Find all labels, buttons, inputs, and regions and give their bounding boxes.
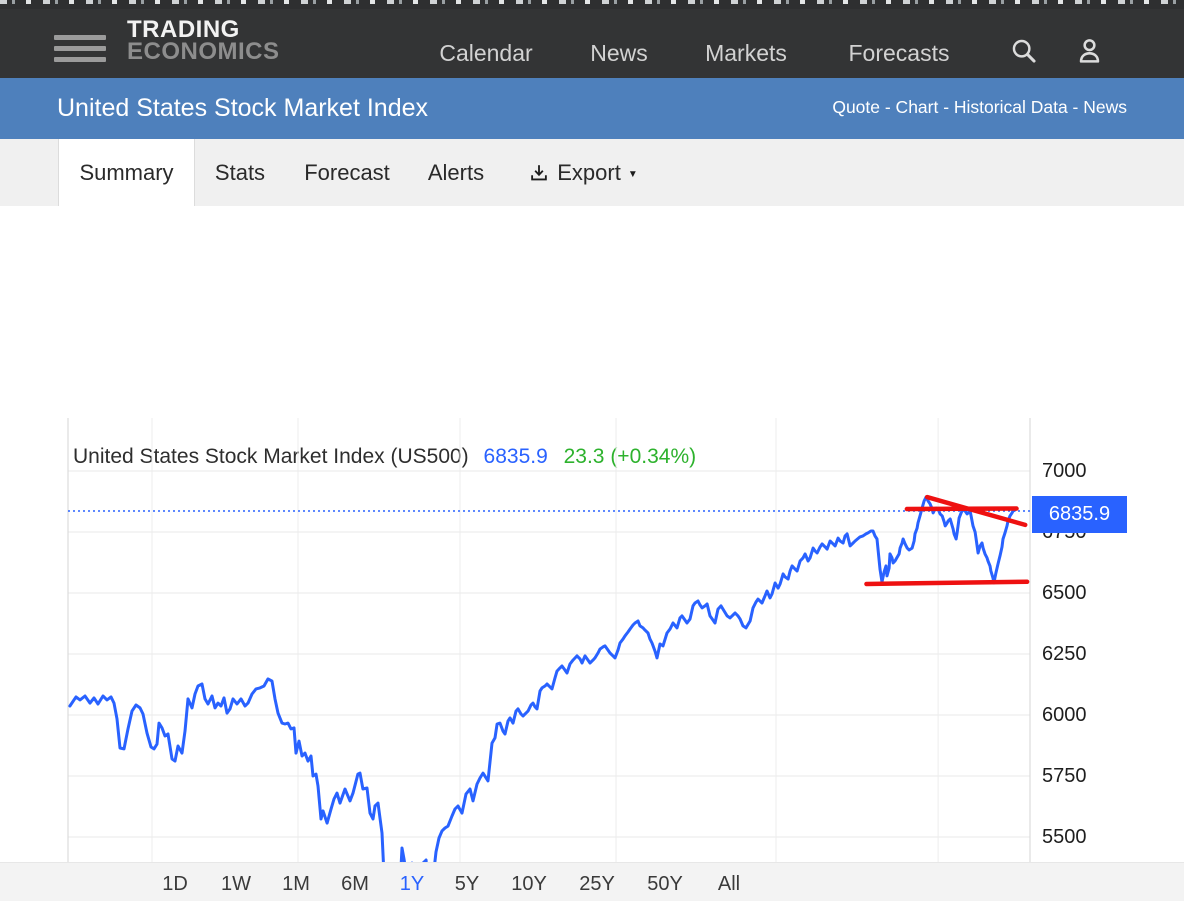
brand-line1: TRADING [127,16,240,43]
range-button-all[interactable]: All [717,873,741,895]
y-axis-label: 6250 [1042,642,1087,665]
range-button-1d[interactable]: 1D [162,873,188,895]
chart-title-label: United States Stock Market Index (US500) [73,445,469,468]
y-axis-label: 5500 [1042,826,1087,849]
export-button[interactable]: Export ▼ [510,139,656,206]
tab-stats-label: Stats [214,159,266,185]
range-button-1y[interactable]: 1Y [399,873,425,895]
tab-forecast[interactable]: Forecast [290,139,404,206]
top-navigation: TRADING ECONOMICS Calendar News Markets For… [0,9,1184,78]
nav-item-news[interactable]: News [590,40,648,66]
download-icon [531,164,548,180]
tab-stats[interactable]: Stats [198,139,282,206]
y-axis-label: 6000 [1042,704,1087,726]
tab-strip: Summary Stats Forecast Alerts Export ▼ [0,139,1184,206]
tab-forecast-label: Forecast [304,159,390,185]
y-axis-label: 6500 [1042,581,1087,604]
tab-summary[interactable]: Summary [58,139,195,206]
user-icon[interactable] [1075,37,1104,66]
range-button-1m[interactable]: 1M [282,873,310,895]
export-label: Export [557,159,621,185]
range-button-25y[interactable]: 25Y [579,873,615,895]
range-button-6m[interactable]: 6M [341,873,369,895]
page-title: United States Stock Market Index [57,94,429,122]
annotation-support-horizontal [864,579,1030,587]
last-price-badge: 6835.9 [1032,496,1127,533]
price-chart[interactable] [0,412,1184,901]
brand-logo[interactable]: TRADING ECONOMICS [127,18,280,64]
tab-alerts-label: Alerts [427,159,485,185]
search-icon[interactable] [1010,37,1038,65]
tab-alerts[interactable]: Alerts [414,139,498,206]
caret-down-icon: ▼ [627,168,638,180]
range-button-5y[interactable]: 5Y [454,873,480,895]
y-axis-label: 5750 [1042,765,1087,788]
chart-change: 23.3 (+0.34%) [563,445,697,468]
annotation-resistance-descending [924,494,1028,528]
chart-panel: United States Stock Market Index (US500)… [0,206,1184,901]
range-button-10y[interactable]: 10Y [511,873,547,895]
tab-summary-label: Summary [79,159,174,185]
nav-item-forecasts[interactable]: Forecasts [848,40,950,66]
brand-line2: ECONOMICS [127,38,280,65]
y-axis-label: 7000 [1042,459,1087,482]
nav-item-markets[interactable]: Markets [705,40,787,66]
hamburger-menu-icon[interactable] [54,35,106,62]
clipped-text-fragments [0,0,1184,4]
clipped-ticker-strip [0,0,1184,9]
range-button-1w[interactable]: 1W [221,873,251,895]
chart-price: 6835.9 [483,445,548,468]
price-line-series [68,495,1017,901]
header-quick-links[interactable]: Quote - Chart - Historical Data - News [832,97,1127,117]
range-button-50y[interactable]: 50Y [647,873,683,895]
chart-title: United States Stock Market Index (US500)… [73,445,696,469]
range-selector: 1D 1W 1M 6M 1Y 5Y 10Y 25Y 50Y All [0,862,1184,901]
nav-item-calendar[interactable]: Calendar [439,40,533,66]
page-header: United States Stock Market Index Quote -… [0,78,1184,139]
